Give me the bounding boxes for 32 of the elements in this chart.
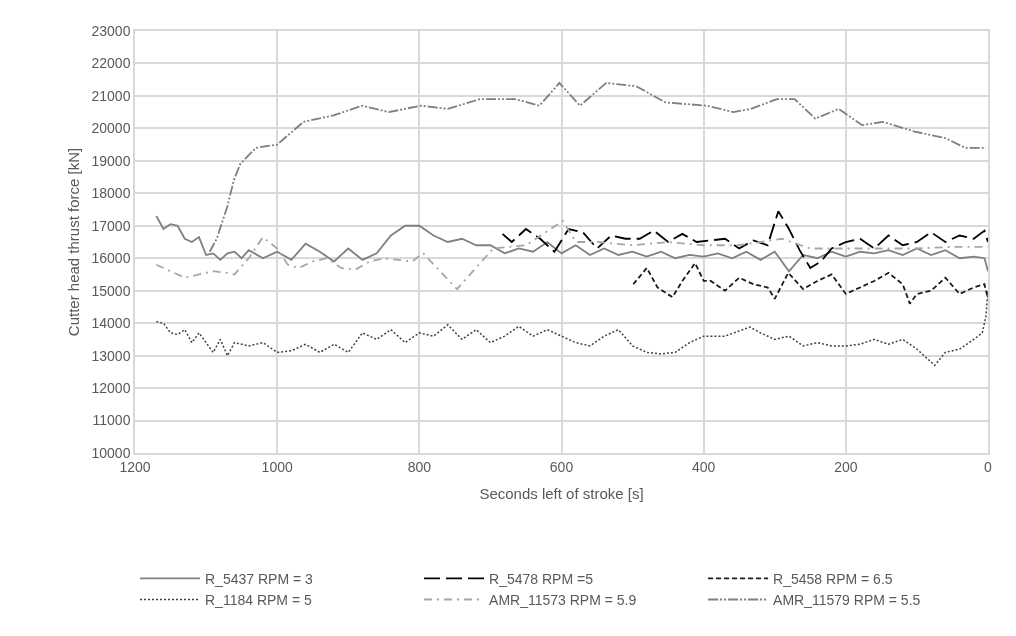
y-tick-label: 13000 bbox=[91, 347, 131, 364]
line-series bbox=[501, 210, 988, 269]
y-tick-label: 17000 bbox=[91, 217, 131, 234]
legend-label: R_5478 RPM =5 bbox=[489, 570, 594, 587]
x-tick-label: 1200 bbox=[119, 458, 151, 475]
y-tick-label: 11000 bbox=[92, 412, 131, 429]
legend-label: R_1184 RPM = 5 bbox=[205, 591, 312, 608]
line-series bbox=[155, 289, 988, 367]
x-tick-label: 1000 bbox=[261, 458, 293, 475]
y-tick-label: 12000 bbox=[91, 379, 131, 396]
x-tick-label: 400 bbox=[691, 458, 716, 475]
y-tick-label: 22000 bbox=[91, 55, 131, 72]
y-axis-title: Cutter head thrust force [kN] bbox=[65, 147, 83, 337]
x-tick-label: 0 bbox=[984, 458, 993, 475]
y-tick-label: 23000 bbox=[91, 22, 131, 39]
legend-label: R_5437 RPM = 3 bbox=[205, 570, 313, 587]
x-tick-label: 200 bbox=[834, 458, 858, 475]
y-tick-label: 16000 bbox=[91, 250, 131, 267]
legend-label: AMR_11573 RPM = 5.9 bbox=[489, 591, 637, 608]
y-tick-label: 15000 bbox=[91, 282, 131, 299]
x-tick-label: 800 bbox=[407, 458, 432, 475]
y-tick-label: 14000 bbox=[91, 315, 131, 332]
line-series bbox=[632, 262, 988, 305]
y-tick-label: 20000 bbox=[91, 120, 131, 137]
legend-label: AMR_11579 RPM = 5.5 bbox=[773, 591, 921, 608]
y-tick-label: 10000 bbox=[91, 444, 131, 461]
y-tick-label: 19000 bbox=[91, 152, 131, 169]
legend-label: R_5458 RPM = 6.5 bbox=[773, 570, 893, 587]
x-axis-title: Seconds left of stroke [s] bbox=[479, 485, 644, 503]
y-tick-label: 21000 bbox=[91, 87, 131, 104]
x-tick-label: 600 bbox=[549, 458, 574, 475]
y-tick-label: 18000 bbox=[91, 185, 131, 202]
